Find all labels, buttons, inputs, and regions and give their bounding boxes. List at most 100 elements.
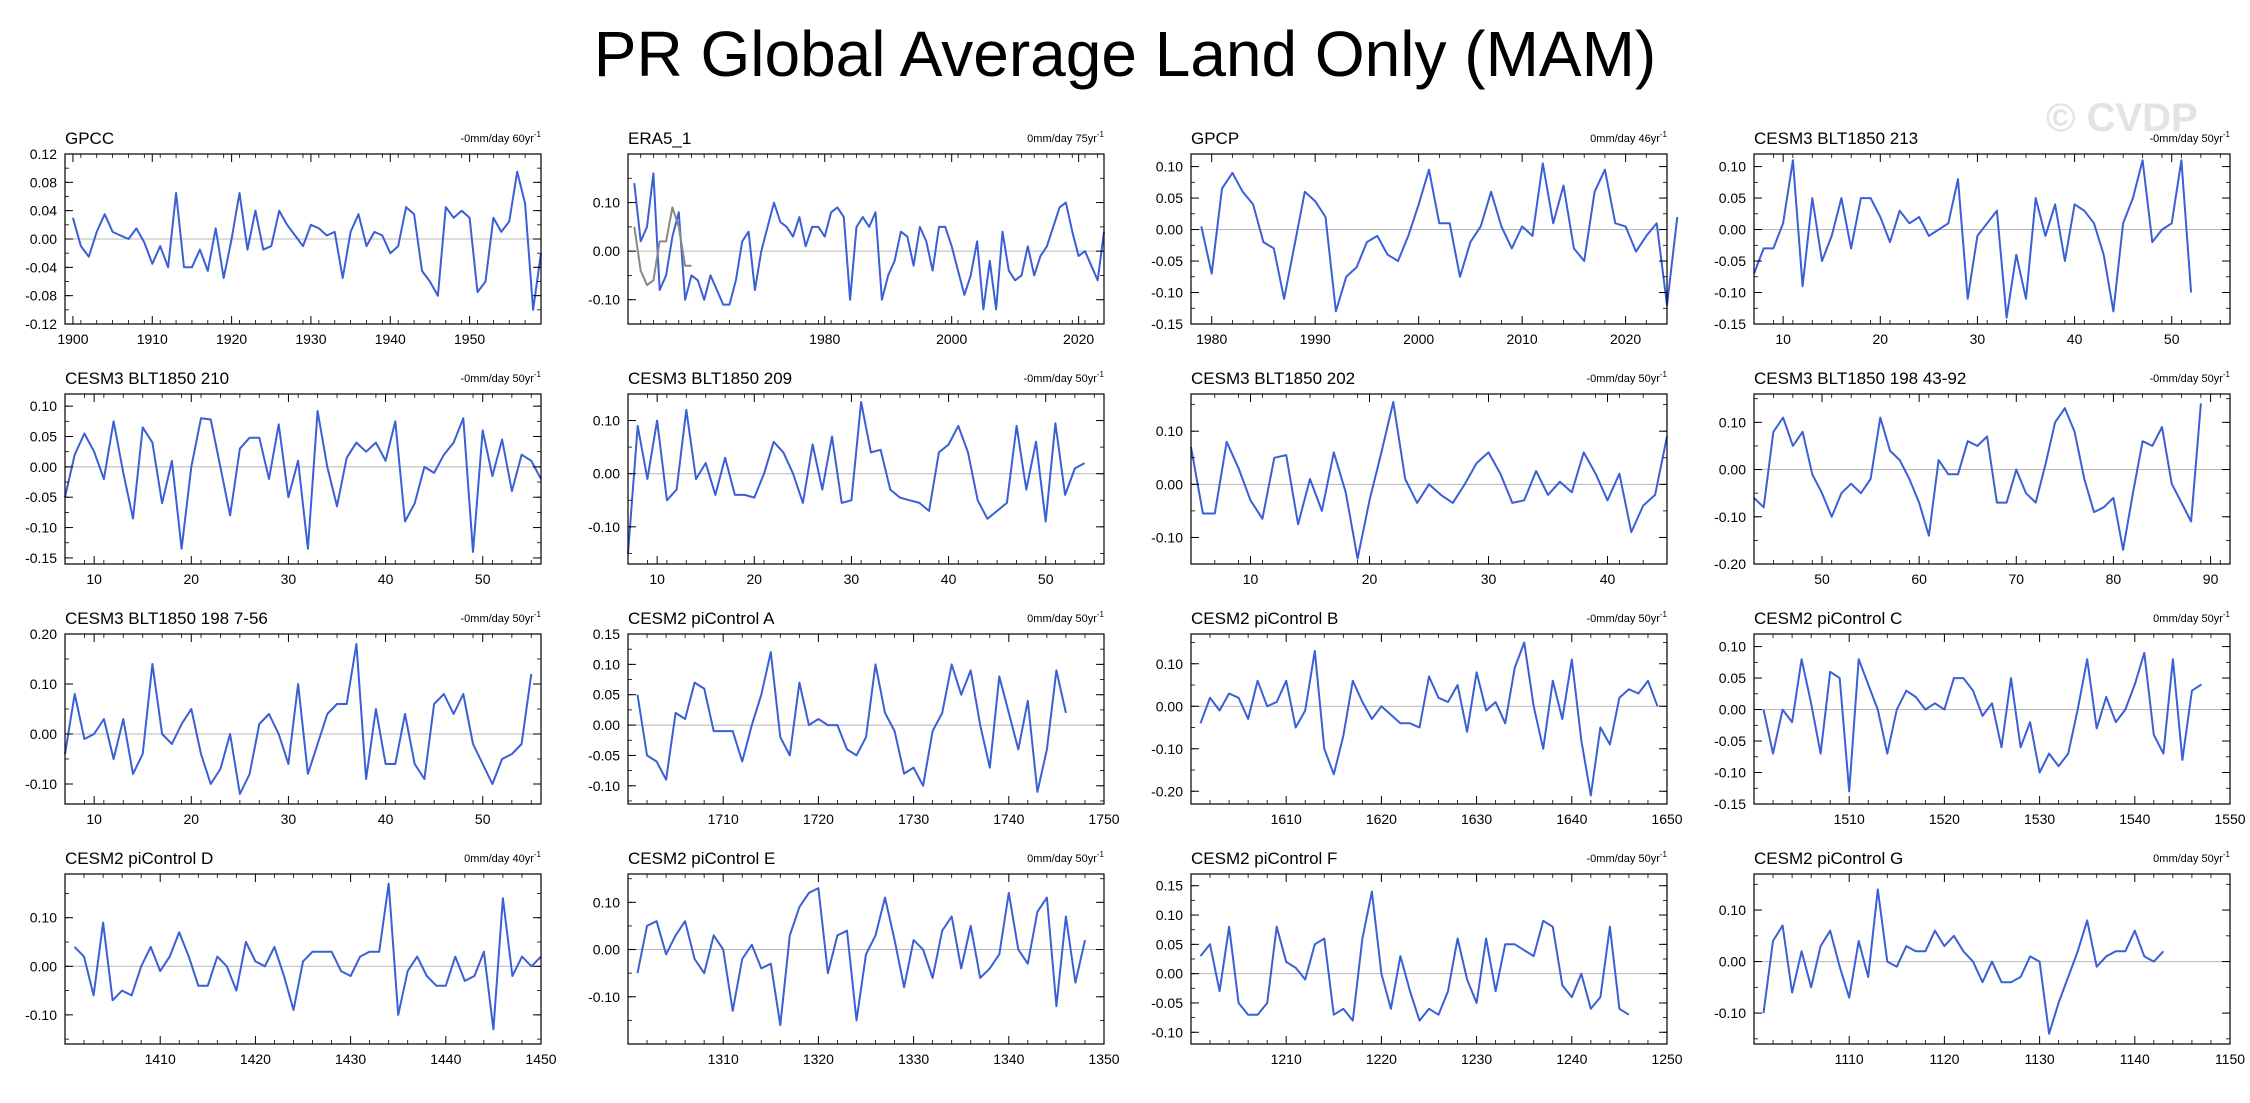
y-tick-label: 0.12 xyxy=(30,146,57,162)
plot-frame xyxy=(1753,153,2231,325)
y-tick-label: 0.10 xyxy=(1719,902,1746,918)
x-tick-label: 50 xyxy=(475,571,491,587)
panel-title: CESM2 piControl E xyxy=(628,849,775,868)
x-tick-label: 1930 xyxy=(295,331,326,347)
y-tick-label: -0.10 xyxy=(25,1007,57,1023)
plot-frame xyxy=(1190,873,1668,1045)
x-tick-label: 1450 xyxy=(525,1051,556,1067)
trend-superscript: -1 xyxy=(534,610,542,619)
panel-11: CESM2 piControl B -0mm/day 50yr-1 1610 1620… xyxy=(1151,609,1683,827)
plot-frame xyxy=(64,393,542,565)
series-line xyxy=(636,887,1086,1027)
y-tick-label: 0.00 xyxy=(30,459,57,475)
series-line xyxy=(64,410,542,553)
trend-label: -0mm/day 50yr-1 xyxy=(1587,610,1668,625)
x-tick-label: 1710 xyxy=(708,811,739,827)
panel-2: ERA5_1 0mm/day 75yr-1 1980 2000 2020 -0.10 0.0… xyxy=(588,129,1105,347)
series-line xyxy=(1753,159,2193,319)
y-tick-label: -0.10 xyxy=(25,776,57,792)
x-tick-label: 40 xyxy=(1600,571,1616,587)
panel-title: CESM2 piControl A xyxy=(628,609,775,628)
x-tick-label: 2020 xyxy=(1063,331,1094,347)
x-tick-label: 1650 xyxy=(1651,811,1682,827)
trend-superscript: -1 xyxy=(1097,370,1105,379)
trend-superscript: -1 xyxy=(1097,130,1105,139)
trend-label: -0mm/day 50yr-1 xyxy=(1587,370,1668,385)
x-tick-label: 1340 xyxy=(993,1051,1024,1067)
series-line xyxy=(636,651,1067,793)
y-tick-label: -0.20 xyxy=(1714,556,1746,572)
x-tick-label: 1990 xyxy=(1300,331,1331,347)
plot-frame xyxy=(627,873,1105,1045)
x-tick-label: 20 xyxy=(1872,331,1888,347)
panel-16: CESM2 piControl G 0mm/day 50yr-1 1110 1120 1… xyxy=(1714,849,2245,1067)
y-tick-label: 0.00 xyxy=(1156,222,1183,238)
x-tick-label: 1250 xyxy=(1651,1051,1682,1067)
x-tick-label: 1720 xyxy=(803,811,834,827)
y-tick-label: -0.10 xyxy=(1151,1024,1183,1040)
y-tick-label: -0.05 xyxy=(1151,253,1183,269)
y-tick-label: -0.10 xyxy=(1151,741,1183,757)
x-tick-label: 30 xyxy=(1481,571,1497,587)
x-tick-label: 1420 xyxy=(240,1051,271,1067)
series-line xyxy=(1200,162,1679,313)
panel-title: CESM2 piControl D xyxy=(65,849,213,868)
y-tick-label: 0.10 xyxy=(1156,656,1183,672)
x-tick-label: 40 xyxy=(2067,331,2083,347)
trend-label: -0mm/day 50yr-1 xyxy=(461,370,542,385)
y-tick-label: 0.00 xyxy=(30,958,57,974)
x-tick-label: 1730 xyxy=(898,811,929,827)
series-line xyxy=(71,170,542,311)
y-tick-label: -0.10 xyxy=(588,778,620,794)
panel-title: CESM2 piControl B xyxy=(1191,609,1338,628)
x-tick-label: 1630 xyxy=(1461,811,1492,827)
trend-label: 0mm/day 50yr-1 xyxy=(1027,850,1104,865)
x-tick-label: 1950 xyxy=(454,331,485,347)
x-tick-label: 30 xyxy=(281,571,297,587)
panel-6: CESM3 BLT1850 209 -0mm/day 50yr-1 10 20 30 40… xyxy=(588,369,1105,587)
panel-3: GPCP 0mm/day 46yr-1 1980 1990 2000 2010 2020 -0… xyxy=(1151,129,1679,347)
y-tick-label: -0.10 xyxy=(588,292,620,308)
x-tick-label: 1980 xyxy=(1196,331,1227,347)
trend-label: -0mm/day 60yr-1 xyxy=(461,130,542,145)
x-tick-label: 1620 xyxy=(1366,811,1397,827)
trend-superscript: -1 xyxy=(2223,370,2231,379)
plot-frame xyxy=(1190,153,1668,325)
y-tick-label: -0.10 xyxy=(588,519,620,535)
y-tick-label: 0.10 xyxy=(1156,423,1183,439)
y-tick-label: -0.12 xyxy=(25,316,57,332)
y-tick-label: 0.10 xyxy=(593,656,620,672)
trend-superscript: -1 xyxy=(1660,850,1668,859)
x-tick-label: 20 xyxy=(1362,571,1378,587)
plot-frame xyxy=(64,873,542,1045)
y-tick-label: 0.04 xyxy=(30,203,57,219)
y-tick-label: -0.15 xyxy=(1151,316,1183,332)
trend-superscript: -1 xyxy=(1097,610,1105,619)
y-tick-label: 0.00 xyxy=(1156,698,1183,714)
series-line xyxy=(1199,890,1630,1022)
panel-10: CESM2 piControl A 0mm/day 50yr-1 1710 1720 1… xyxy=(588,609,1120,827)
cvdp-watermark: © CVDP xyxy=(2046,96,2198,140)
y-tick-label: -0.05 xyxy=(588,747,620,763)
y-tick-label: 0.05 xyxy=(1719,190,1746,206)
x-tick-label: 1510 xyxy=(1834,811,1865,827)
y-tick-label: 0.10 xyxy=(593,413,620,429)
x-tick-label: 1210 xyxy=(1271,1051,1302,1067)
y-tick-label: 0.15 xyxy=(593,626,620,642)
trend-label: 0mm/day 50yr-1 xyxy=(2153,850,2230,865)
panel-title: CESM3 BLT1850 198 7-56 xyxy=(65,609,268,628)
x-tick-label: 1220 xyxy=(1366,1051,1397,1067)
y-tick-label: 0.00 xyxy=(1719,462,1746,478)
x-tick-label: 1320 xyxy=(803,1051,834,1067)
y-tick-label: -0.15 xyxy=(1714,796,1746,812)
x-tick-label: 20 xyxy=(183,811,199,827)
x-tick-label: 1610 xyxy=(1271,811,1302,827)
y-tick-label: -0.15 xyxy=(1714,316,1746,332)
trend-superscript: -1 xyxy=(2223,850,2231,859)
plot-frame xyxy=(1753,393,2231,565)
panel-title: CESM2 piControl C xyxy=(1754,609,1902,628)
y-tick-label: 0.05 xyxy=(593,687,620,703)
y-tick-label: -0.05 xyxy=(1714,733,1746,749)
y-tick-label: 0.05 xyxy=(1719,670,1746,686)
y-tick-label: 0.10 xyxy=(1719,414,1746,430)
